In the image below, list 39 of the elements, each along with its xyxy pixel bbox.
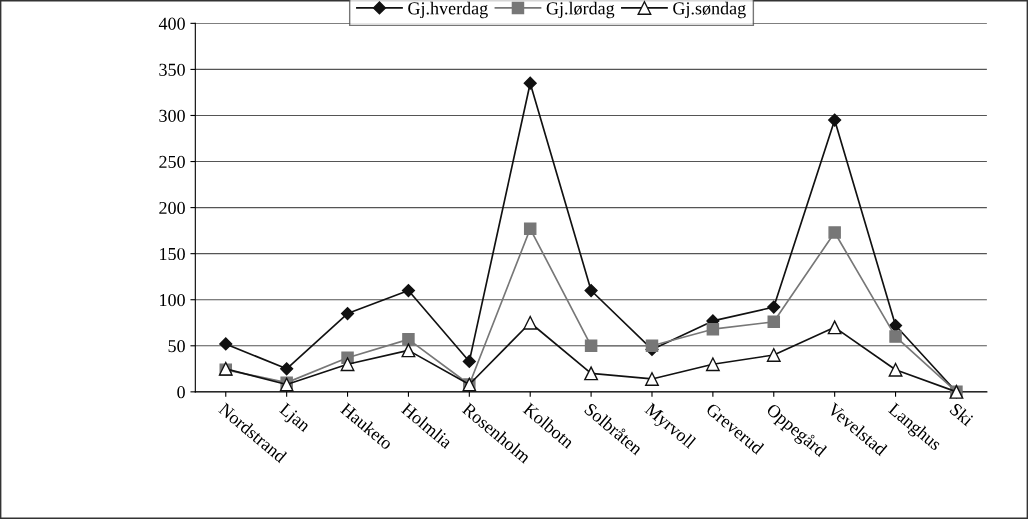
- legend-label: Gj.lørdag: [546, 1, 615, 19]
- point: [584, 339, 598, 353]
- point: [219, 337, 233, 351]
- point: [462, 354, 476, 369]
- point: [340, 306, 355, 321]
- point: [645, 372, 659, 386]
- legend-label: Gj.hverdag: [408, 1, 488, 19]
- point: [705, 357, 720, 372]
- y-tick-label: 50: [168, 340, 185, 353]
- point: [401, 283, 416, 298]
- point: [767, 300, 781, 314]
- point: [767, 315, 781, 329]
- y-tick-label: 100: [160, 293, 185, 307]
- point: [523, 315, 538, 330]
- point: [401, 343, 416, 358]
- point: [766, 348, 781, 362]
- point: [706, 322, 720, 336]
- y-tick-label: 250: [159, 155, 185, 168]
- point: [584, 283, 598, 298]
- point: [584, 366, 599, 381]
- y-tick-label: 350: [159, 63, 185, 76]
- y-tick-label: 150: [160, 247, 185, 261]
- point: [827, 320, 842, 335]
- point: [828, 226, 841, 239]
- x-tick-label: Ski: [949, 402, 975, 427]
- y-tick-label: 400: [158, 17, 185, 30]
- y-tick-label: 200: [159, 201, 185, 215]
- point: [402, 333, 415, 346]
- y-tick-label: 0: [177, 386, 185, 399]
- point: [888, 362, 903, 377]
- point: [645, 339, 659, 353]
- point: [523, 222, 537, 236]
- point: [889, 330, 902, 343]
- point: [828, 113, 842, 127]
- point: [523, 76, 537, 90]
- y-tick-label: 300: [159, 109, 185, 122]
- legend-label: Gj.søndag: [673, 1, 746, 19]
- point: [340, 357, 355, 372]
- point: [280, 362, 294, 376]
